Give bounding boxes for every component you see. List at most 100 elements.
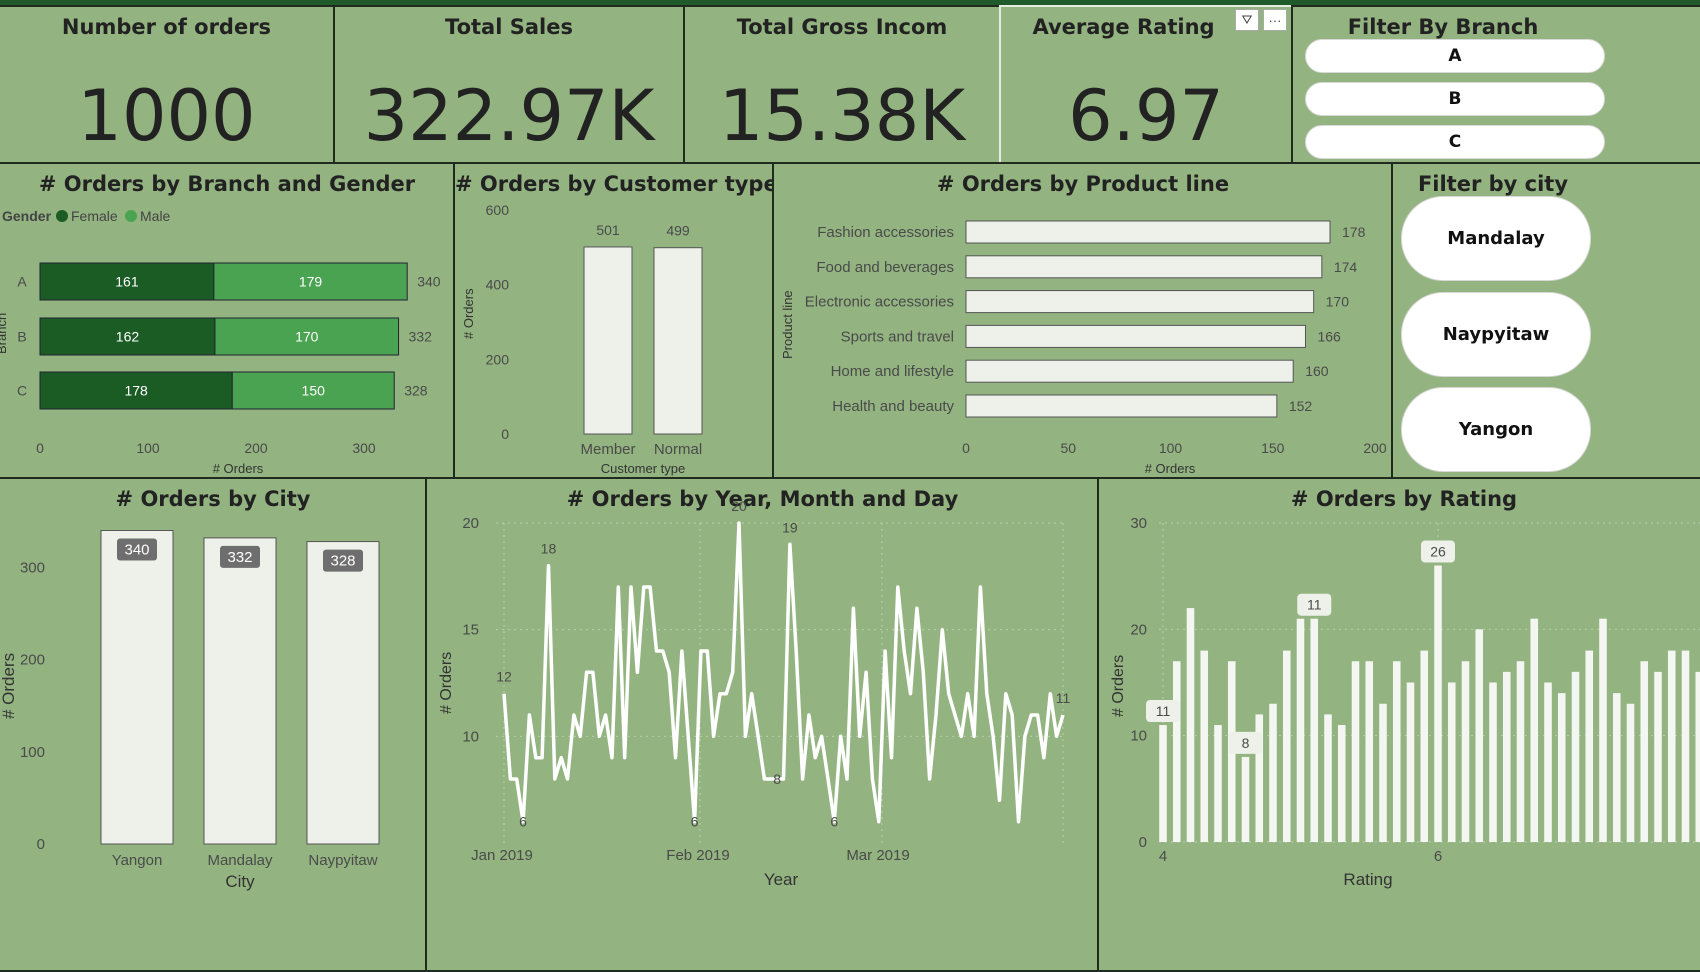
bar <box>653 247 703 435</box>
chart-rating[interactable]: # Orders by Rating 0102030468# Orders118… <box>1097 477 1700 972</box>
more-options-icon[interactable]: ··· <box>1263 9 1287 31</box>
bar <box>1379 703 1387 842</box>
x-tick-label: 150 <box>1261 440 1285 456</box>
city-option-naypyitaw[interactable]: Naypyitaw <box>1401 292 1591 377</box>
bar <box>1324 714 1332 842</box>
data-label-female: 162 <box>116 329 140 345</box>
bar <box>965 220 1331 244</box>
kpi-title: Total Gross Incom <box>736 15 948 39</box>
category-label: Food and beverages <box>816 259 954 276</box>
category-label: Fashion accessories <box>817 224 954 241</box>
category-label: Yangon <box>112 852 163 869</box>
chart-title: # Orders by Branch and Gender <box>38 172 416 196</box>
branch-option-a[interactable]: A <box>1305 39 1605 73</box>
bar <box>1186 608 1195 842</box>
data-label: 499 <box>666 223 690 239</box>
customer-type-chart: 0 200 400 600 # Orders 501 Member 499 Normal Cust… <box>461 202 703 476</box>
x-axis-title: Year <box>764 870 799 889</box>
bar <box>1434 565 1442 842</box>
bar <box>1310 618 1319 842</box>
bar-male <box>214 317 400 356</box>
category-label: Normal <box>654 441 702 458</box>
bar <box>1255 714 1264 842</box>
bar-male <box>213 262 408 301</box>
bar <box>100 530 174 845</box>
bar <box>1667 650 1676 842</box>
bar <box>1502 671 1511 842</box>
bar <box>1640 661 1649 842</box>
branch-option-c[interactable]: C <box>1305 125 1605 159</box>
category-label: Sports and travel <box>841 328 954 345</box>
y-axis-title: Product line <box>780 290 795 359</box>
y-tick-label: 100 <box>20 744 45 761</box>
data-label: 20 <box>731 498 747 514</box>
data-label: 19 <box>782 519 798 535</box>
data-label: 328 <box>330 553 355 570</box>
y-tick-label: 15 <box>462 622 479 639</box>
data-label: 8 <box>1242 735 1250 751</box>
data-label: 6 <box>691 814 699 830</box>
data-label: 170 <box>1326 294 1350 310</box>
bar <box>1296 618 1305 842</box>
data-label: 332 <box>227 549 252 566</box>
bar <box>965 324 1306 348</box>
branch-slicer: Filter By Branch A B C <box>1291 5 1700 164</box>
chart-product-line[interactable]: # Orders by Product line Fashion accesso… <box>772 162 1394 480</box>
x-tick-label: 0 <box>962 440 970 456</box>
bar <box>1282 650 1291 842</box>
bar <box>1612 693 1621 842</box>
chart-city[interactable]: # Orders by City 0 100 200 300 # Orders 340 Ya… <box>0 477 428 972</box>
legend-marker-male <box>125 210 137 222</box>
bar-female <box>39 371 233 410</box>
data-label-male: 150 <box>302 383 326 399</box>
bar <box>1585 650 1594 842</box>
x-tick-label: 50 <box>1060 440 1076 456</box>
product-line-chart: Fashion accessories 178 Food and beverages… <box>780 220 1387 476</box>
data-label: 166 <box>1317 328 1341 344</box>
y-tick-label: 200 <box>20 652 45 669</box>
branch-option-b[interactable]: B <box>1305 82 1605 116</box>
bar <box>1337 725 1346 842</box>
kpi-value: 15.38K <box>718 75 966 157</box>
legend-title: Gender <box>2 208 52 224</box>
kpi-card-rating[interactable]: Average Rating 6.97 ⛛ ··· <box>999 5 1293 164</box>
category-label: Electronic accessories <box>805 294 954 311</box>
data-label: 501 <box>596 222 620 238</box>
bar <box>1214 725 1222 842</box>
filter-icon[interactable]: ⛛ <box>1235 9 1259 31</box>
chart-customer-type[interactable]: # Orders by Customer type 0 200 400 600 # Or… <box>453 162 775 480</box>
data-label: 11 <box>1307 597 1322 613</box>
bar <box>1351 661 1360 842</box>
data-label: 340 <box>124 542 149 559</box>
data-label-female: 161 <box>115 274 139 290</box>
x-axis-title: Customer type <box>601 461 686 476</box>
chart-title: # Orders by Customer type <box>455 172 775 196</box>
kpi-card-gross-income[interactable]: Total Gross Incom 15.38K <box>683 5 1001 164</box>
chart-branch-gender[interactable]: # Orders by Branch and Gender Gender Fema… <box>0 162 456 480</box>
chart-timeline[interactable]: # Orders by Year, Month and Day 10 15 20 # … <box>425 477 1100 972</box>
y-tick-label: 400 <box>486 277 510 293</box>
kpi-value: 6.97 <box>1068 75 1224 157</box>
kpi-card-sales[interactable]: Total Sales 322.97K <box>333 5 685 164</box>
bar-male <box>231 371 395 410</box>
data-label-badge <box>220 545 260 568</box>
bar <box>1200 650 1209 842</box>
y-tick-label: 0 <box>37 836 45 853</box>
city-slicer: Filter by city Mandalay Naypyitaw Yangon <box>1391 162 1700 480</box>
y-tick-label: 10 <box>462 728 479 745</box>
bar <box>1681 650 1690 842</box>
y-tick-label: 30 <box>1130 515 1147 532</box>
category-label: Naypyitaw <box>308 852 377 869</box>
category-label: Home and lifestyle <box>831 363 954 380</box>
x-tick-label: Jan 2019 <box>471 847 533 864</box>
kpi-card-orders[interactable]: Number of orders 1000 <box>0 5 335 164</box>
bar <box>1654 671 1662 842</box>
x-axis-title: # Orders <box>1145 461 1196 476</box>
city-chart: 0 100 200 300 # Orders 340 Yangon 332 Mandalay 32… <box>0 530 380 891</box>
chart-title: # Orders by City <box>115 487 311 511</box>
kpi-value: 1000 <box>77 75 256 157</box>
x-tick-label: Mar 2019 <box>846 847 909 864</box>
city-option-mandalay[interactable]: Mandalay <box>1401 196 1591 281</box>
city-option-yangon[interactable]: Yangon <box>1401 387 1591 472</box>
bar <box>1461 661 1470 842</box>
